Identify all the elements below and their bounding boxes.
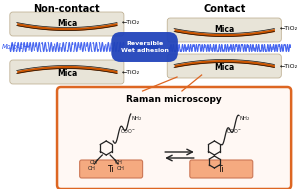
Text: Ti: Ti — [218, 164, 225, 174]
Text: ←TiO₂: ←TiO₂ — [279, 26, 297, 32]
Text: OH: OH — [117, 166, 125, 171]
Text: OH: OH — [88, 166, 95, 171]
Text: $\mathregular{NH_2}$: $\mathregular{NH_2}$ — [131, 115, 143, 123]
Text: OH: OH — [115, 160, 123, 165]
Text: Mica: Mica — [214, 26, 234, 35]
FancyBboxPatch shape — [167, 18, 281, 42]
Text: Mica: Mica — [57, 68, 77, 77]
Text: Raman microscopy: Raman microscopy — [126, 95, 222, 105]
Text: Mica: Mica — [57, 19, 77, 29]
FancyBboxPatch shape — [167, 54, 281, 78]
Text: ←TiO₂: ←TiO₂ — [122, 20, 140, 26]
Text: $\mathregular{NH_2}$: $\mathregular{NH_2}$ — [239, 115, 251, 123]
FancyBboxPatch shape — [10, 12, 124, 36]
Text: Non-contact: Non-contact — [34, 4, 100, 14]
Text: Mica: Mica — [214, 63, 234, 71]
Text: ←TiO₂: ←TiO₂ — [122, 70, 140, 75]
Text: Mcfp-1→: Mcfp-1→ — [2, 44, 30, 50]
Text: OH: OH — [89, 160, 98, 165]
Text: $\mathregular{COO^-}$: $\mathregular{COO^-}$ — [120, 127, 136, 135]
FancyBboxPatch shape — [57, 87, 291, 189]
Text: ←TiO₂: ←TiO₂ — [279, 64, 297, 70]
Text: $\mathregular{COO^-}$: $\mathregular{COO^-}$ — [226, 127, 243, 135]
FancyBboxPatch shape — [80, 160, 143, 178]
FancyArrowPatch shape — [131, 44, 158, 50]
FancyBboxPatch shape — [190, 160, 253, 178]
Text: Reversible
Wet adhesion: Reversible Wet adhesion — [121, 41, 169, 53]
Text: Ti: Ti — [108, 164, 114, 174]
Text: Contact: Contact — [203, 4, 245, 14]
FancyBboxPatch shape — [10, 60, 124, 84]
